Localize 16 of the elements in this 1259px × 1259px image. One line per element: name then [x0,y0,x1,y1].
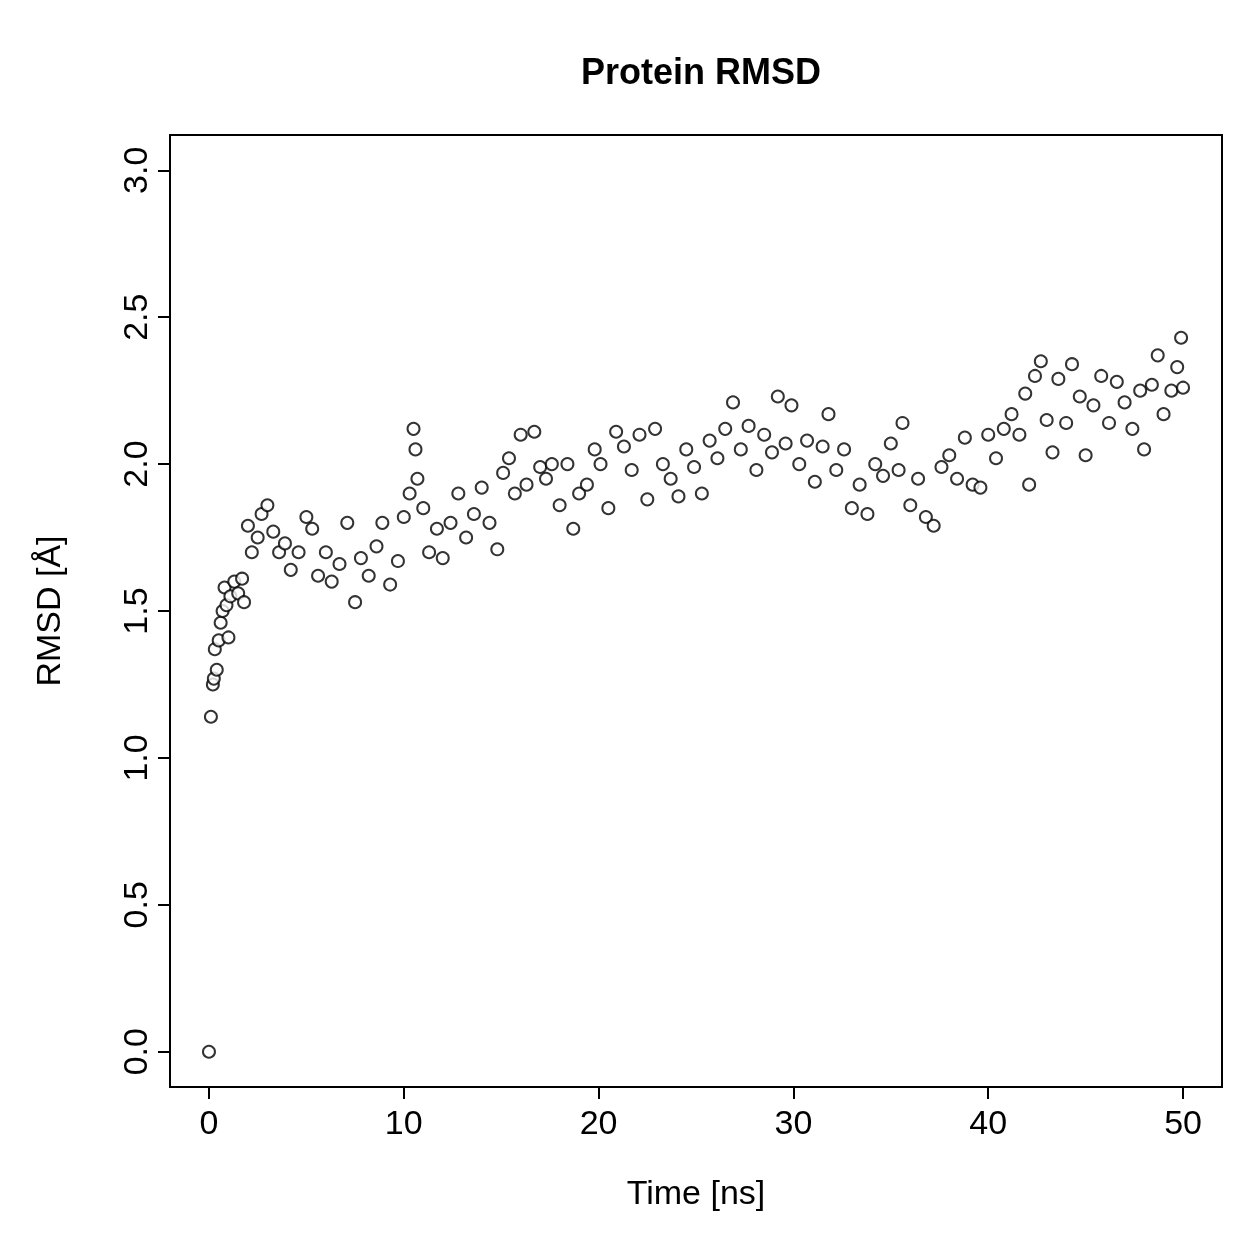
y-tick-label: 2.5 [116,293,154,341]
x-tick-label: 10 [384,1103,423,1141]
x-tick-label: 0 [199,1103,219,1141]
x-tick-label: 30 [774,1103,813,1141]
x-tick-label: 20 [579,1103,618,1141]
x-tick-label: 50 [1164,1103,1202,1141]
y-axis-title: RMSD [Å] [29,535,67,687]
x-tick-label: 40 [969,1103,1008,1141]
y-tick-label: 3.0 [116,146,154,194]
y-tick-label: 1.5 [116,587,154,635]
x-axis-title: Time [ns] [626,1173,766,1211]
y-tick-label: 0.0 [116,1028,154,1076]
y-tick-label: 2.0 [116,440,154,488]
chart-title: Protein RMSD [580,50,822,92]
y-tick-label: 0.5 [116,881,154,929]
y-tick-label: 1.0 [116,734,154,782]
